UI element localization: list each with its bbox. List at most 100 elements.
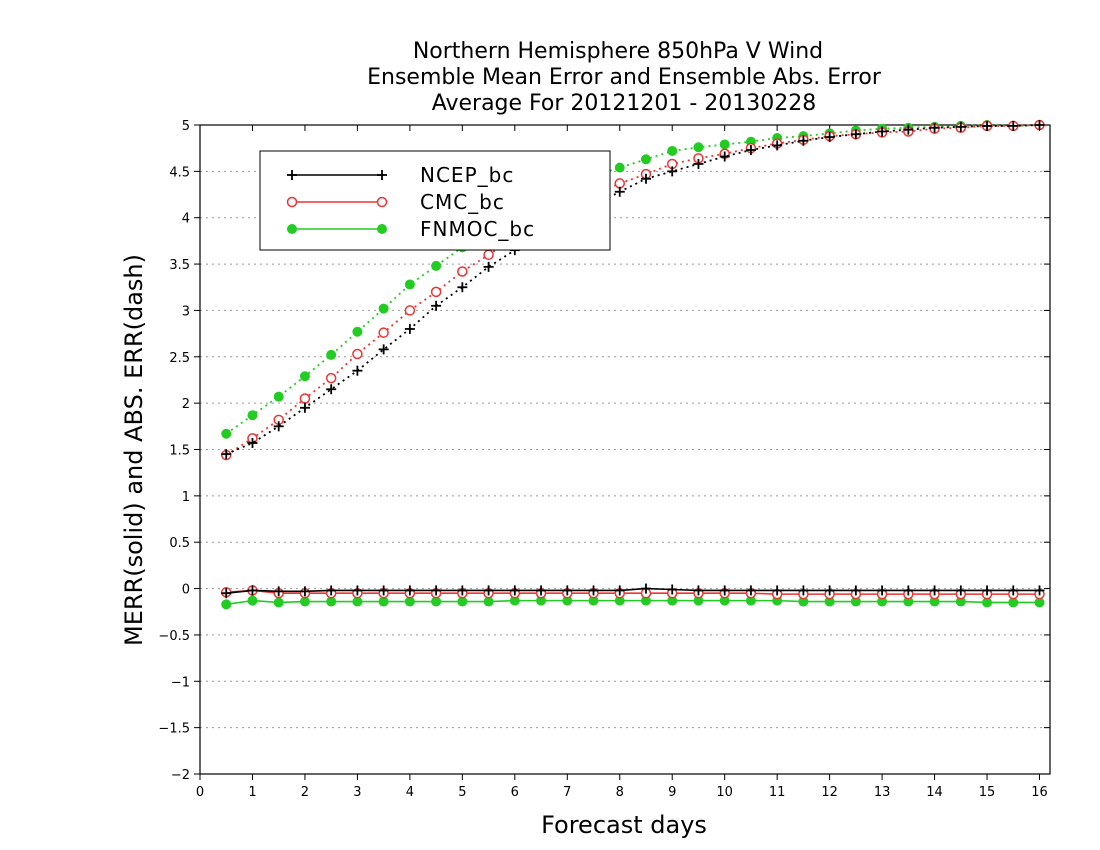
abs-err-point [483,249,494,261]
legend-marker-start [287,170,297,180]
abs-err-point [352,326,363,337]
y-tick-label: −1.5 [158,722,190,737]
x-axis-ticks: 0 1 2 3 4 5 6 7 8 9 10 11 12 13 14 15 16 [196,125,1048,800]
y-axis-ticks: −2 −1.5 −1 −0.5 0 0.5 1 1.5 2 2.5 3 3.5 4 4.5 5 [158,119,1050,783]
abs-err-point [483,261,494,272]
y-tick-label: −1 [171,675,190,690]
y-tick-label: 4.5 [169,165,190,180]
mean-err-point [562,585,573,596]
mean-err-point [273,586,284,597]
x-tick-label: 9 [668,785,676,800]
x-tick-label: 12 [821,785,838,800]
abs-err-point [877,126,888,137]
abs-err-point [850,129,861,140]
chart-title-line-2: Ensemble Mean Error and Ensemble Abs. Er… [367,65,882,90]
mean-err-point [221,599,232,610]
mean-err-point [745,585,756,596]
mean-err-point [378,585,389,596]
abs-err-point [325,372,337,384]
mean-err-point [614,585,625,596]
x-tick-label: 3 [353,785,361,800]
y-tick-label: 5 [182,119,190,134]
abs-err-point [221,449,232,460]
chart-title-line-1: Northern Hemisphere 850hPa V Wind [413,39,823,64]
series-mean-err-line [226,599,1040,606]
y-tick-label: 4 [182,212,190,227]
abs-err-point [404,323,415,334]
abs-err-point [273,421,284,432]
mean-err-point [929,585,940,596]
series-abs-err-line [225,124,1040,435]
abs-err-point [667,166,678,177]
mean-err-point [640,583,651,594]
y-tick-label: 0 [182,583,190,598]
abs-err-point [431,260,442,271]
y-tick-label: 1 [182,490,190,505]
abs-err-point [772,140,783,151]
abs-err-point [404,305,416,316]
abs-err-point [247,410,258,421]
mean-err-point [955,585,966,596]
abs-err-point [299,393,311,404]
x-tick-label: 16 [1031,785,1048,800]
mean-err-point [667,584,678,595]
abs-err-point [352,365,363,376]
mean-err-point [1034,585,1045,596]
legend-box [259,150,611,251]
y-axis-label: MERR(solid) and ABS. ERR(dash) [120,254,148,646]
mean-err-point [221,588,232,599]
legend-marker-start [286,196,298,208]
mean-err-point [483,585,494,596]
x-tick-label: 1 [248,785,256,800]
chart-title: Northern Hemisphere 850hPa V Wind Ensemb… [367,39,882,116]
mean-err-point [536,585,547,596]
abs-err-point [693,158,704,169]
mean-err-point [457,585,468,596]
mean-err-point [903,585,914,596]
y-tick-label: 2 [182,397,190,412]
abs-err-point [719,139,730,150]
x-tick-label: 14 [926,785,943,800]
abs-err-point [404,279,415,290]
x-tick-label: 15 [979,785,996,800]
mean-err-point [299,586,310,597]
y-tick-label: −2 [171,768,190,783]
y-tick-label: 3 [182,304,190,319]
abs-err-point [640,173,651,184]
mean-err-point [247,595,258,606]
x-tick-label: 5 [458,785,466,800]
x-tick-label: 2 [301,785,309,800]
abs-err-point [221,428,232,439]
abs-err-point [430,286,442,298]
x-tick-label: 10 [716,785,733,800]
mean-err-point [693,585,704,596]
x-tick-label: 4 [406,785,414,800]
legend-label: FNMOC_bc [420,217,535,241]
chart-title-line-3: Average For 20121201 - 20130228 [432,91,817,116]
abs-err-point [955,121,966,132]
mean-err-point [850,585,861,596]
abs-err-point [299,371,310,382]
legend-label: CMC_bc [420,190,505,214]
y-tick-label: 3.5 [169,258,190,273]
legend-marker-end [377,170,387,180]
abs-err-point [745,145,756,156]
y-tick-label: −0.5 [158,629,190,644]
abs-err-point [614,162,625,173]
x-tick-label: 13 [874,785,891,800]
mean-err-point [772,585,783,596]
y-tick-label: 2.5 [169,351,190,366]
mean-err-point [798,585,809,596]
abs-err-point [667,145,678,156]
legend-marker-end [377,224,387,234]
mean-err-point [588,585,599,596]
abs-err-point [378,327,389,338]
x-tick-label: 7 [563,785,571,800]
mean-err-point [404,585,415,596]
mean-err-point [509,585,520,596]
x-tick-label: 0 [196,785,204,800]
abs-err-point [431,300,442,311]
mean-err-point [877,585,888,596]
legend-label: NCEP_bc [420,163,514,187]
